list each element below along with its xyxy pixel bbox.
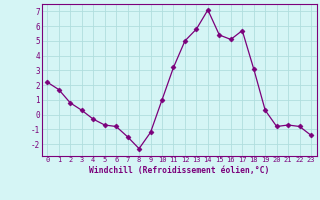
X-axis label: Windchill (Refroidissement éolien,°C): Windchill (Refroidissement éolien,°C): [89, 166, 269, 175]
